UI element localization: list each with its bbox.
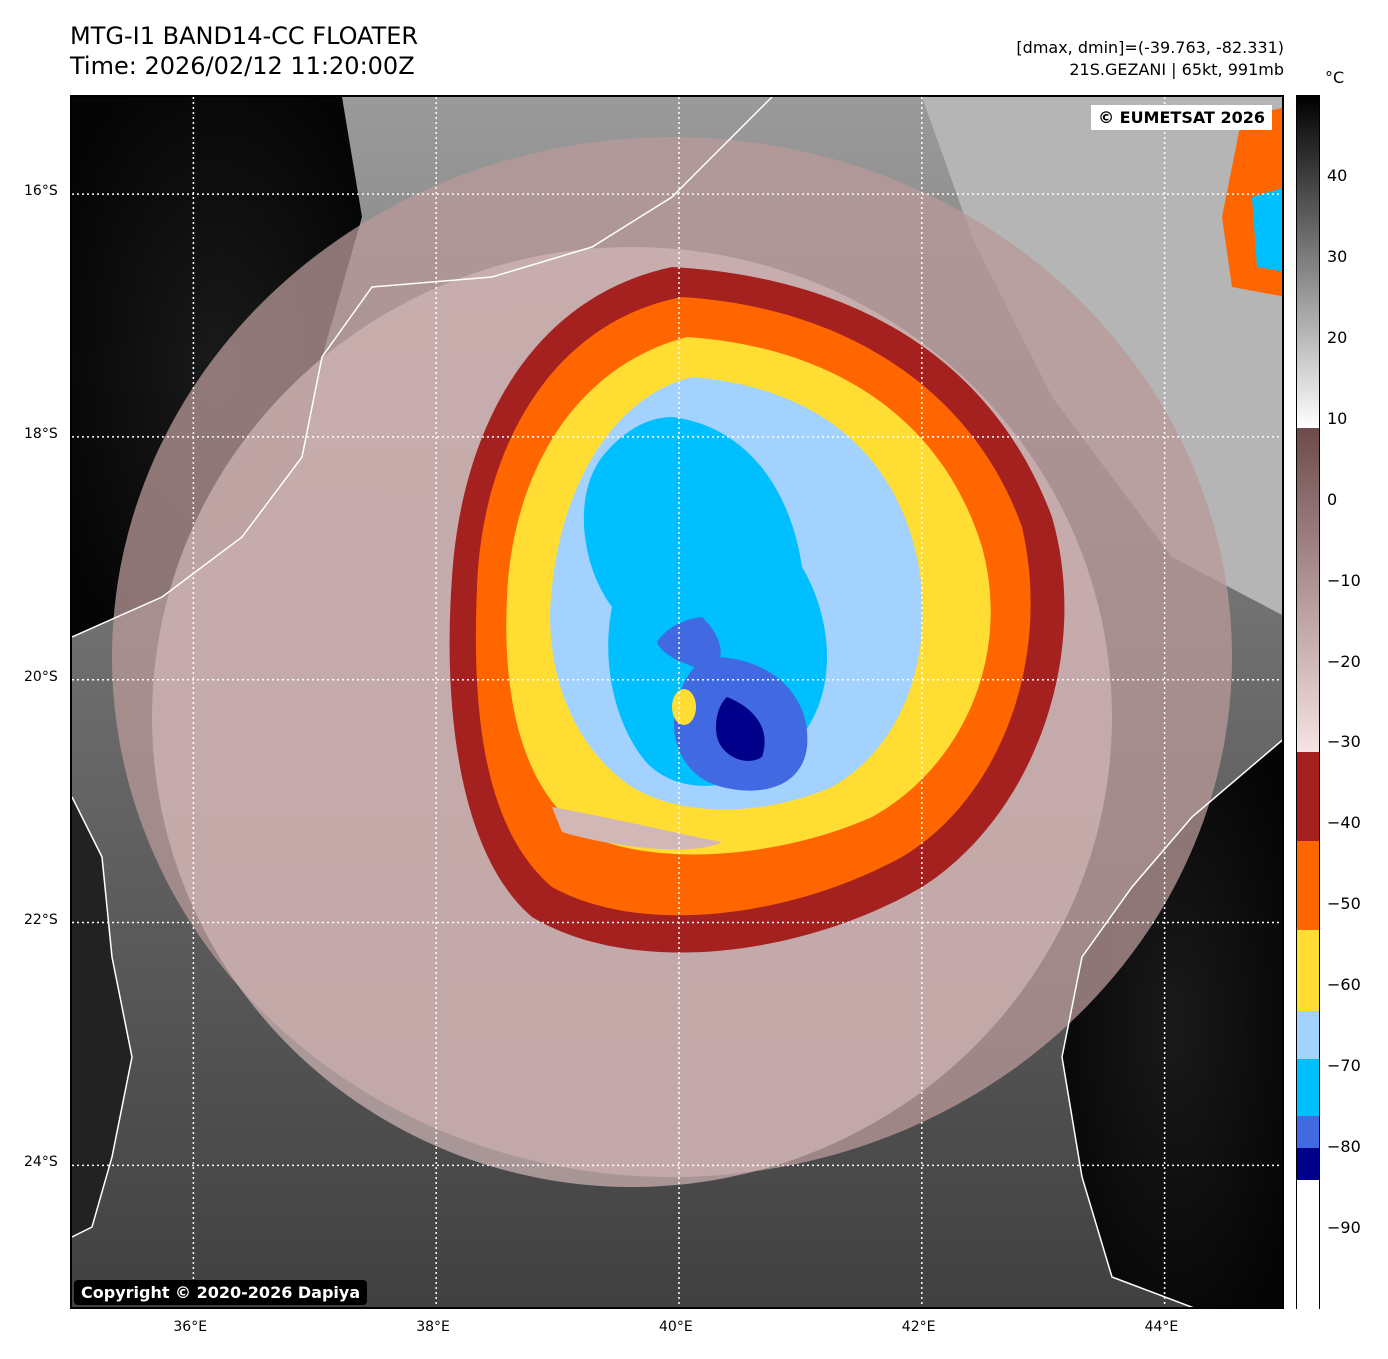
colorbar-segment — [1297, 840, 1319, 930]
colorbar-unit: °C — [1325, 68, 1345, 87]
colorbar-tick-label: −80 — [1327, 1137, 1361, 1157]
colorbar-segment — [1297, 751, 1319, 841]
colorbar-tick-label: −70 — [1327, 1056, 1361, 1076]
colorbar-tick-label: 30 — [1327, 246, 1348, 266]
coastline-africa-south — [72, 796, 133, 1238]
lon-tick-label: 38°E — [416, 1319, 450, 1335]
lat-tick-label: 16°S — [24, 183, 58, 200]
colorbar-segment — [1297, 1059, 1319, 1116]
colorbar-segment — [1297, 1115, 1319, 1149]
colorbar-tick-label: −90 — [1327, 1218, 1361, 1238]
colorbar-tick-label: −10 — [1327, 570, 1361, 590]
map-svg — [72, 97, 1282, 1307]
colorbar — [1296, 95, 1320, 1310]
colorbar-segment — [1297, 96, 1319, 428]
colorbar-segment — [1297, 427, 1319, 752]
colorbar-segment — [1297, 929, 1319, 1011]
colorbar-tick-label: 20 — [1327, 327, 1348, 347]
satellite-map: © EUMETSAT 2026 Copyright © 2020-2026 Da… — [70, 95, 1284, 1309]
lat-tick-label: 22°S — [24, 911, 58, 928]
colorbar-segment — [1297, 1010, 1319, 1060]
colorbar-tick-label: −20 — [1327, 651, 1361, 671]
colorbar-tick-label: 0 — [1327, 489, 1338, 509]
graticule — [72, 97, 1282, 1307]
colorbar-segment — [1297, 1180, 1319, 1310]
eye-feature — [672, 689, 696, 725]
temperature-range: [dmax, dmin]=(-39.763, -82.331) — [1016, 38, 1284, 57]
colorbar-tick-label: −60 — [1327, 975, 1361, 995]
colorbar-segment — [1297, 1148, 1319, 1181]
lat-tick-label: 20°S — [24, 668, 58, 685]
storm-info: 21S.GEZANI | 65kt, 991mb — [1069, 60, 1284, 79]
land-africa-south — [72, 797, 132, 1237]
colorbar-tick-label: −50 — [1327, 894, 1361, 914]
ne-convection-core — [1252, 188, 1282, 272]
lat-tick-label: 18°S — [24, 425, 58, 442]
band-minus78-north — [657, 617, 721, 672]
coastline-africa-north — [72, 97, 773, 638]
coldest-core — [716, 697, 765, 761]
copyright-badge: Copyright © 2020-2026 Dapiya — [74, 1280, 368, 1305]
colorbar-tick-label: 40 — [1327, 165, 1348, 185]
chart-title: MTG-I1 BAND14-CC FLOATER — [70, 22, 419, 50]
lon-tick-label: 44°E — [1144, 1319, 1179, 1335]
lon-tick-label: 36°E — [173, 1319, 208, 1335]
colorbar-tick-label: 10 — [1327, 408, 1348, 428]
coastline-madagascar — [1061, 739, 1282, 1307]
eumetsat-badge: © EUMETSAT 2026 — [1091, 105, 1272, 130]
lon-tick-label: 42°E — [901, 1319, 936, 1335]
chart-time: Time: 2026/02/12 11:20:00Z — [70, 52, 415, 80]
colorbar-tick-label: −40 — [1327, 813, 1361, 833]
lon-tick-label: 40°E — [659, 1319, 693, 1335]
colorbar-tick-label: −30 — [1327, 732, 1361, 752]
lat-tick-label: 24°S — [24, 1154, 58, 1171]
